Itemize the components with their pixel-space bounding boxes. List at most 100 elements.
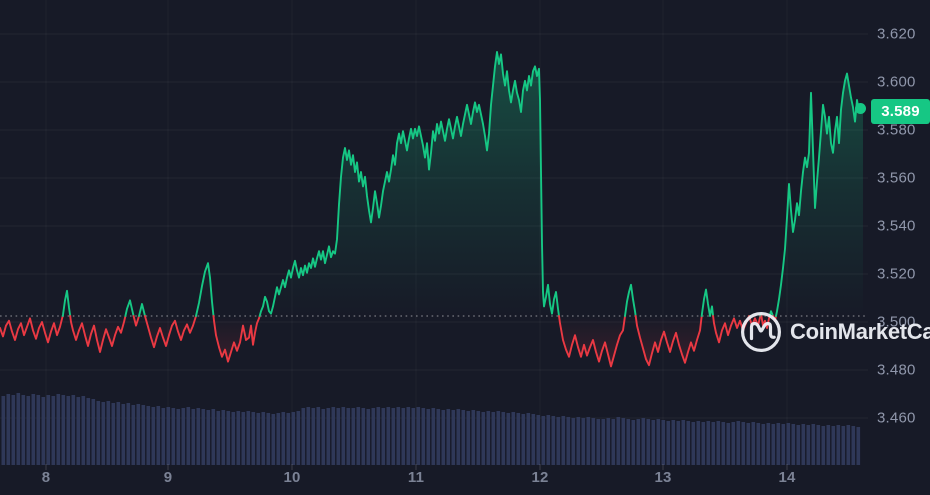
volume-bar xyxy=(251,412,256,465)
volume-bar xyxy=(446,409,451,465)
volume-bar xyxy=(666,421,671,465)
volume-bar xyxy=(821,426,826,465)
volume-bar xyxy=(476,411,481,465)
volume-bar xyxy=(521,414,526,465)
x-axis-label: 11 xyxy=(407,469,425,486)
volume-bar xyxy=(741,422,746,465)
up-area-fill xyxy=(625,284,636,316)
volume-bar xyxy=(546,415,551,465)
x-axis-label: 13 xyxy=(654,469,672,486)
volume-bar xyxy=(576,417,581,465)
price-line-up xyxy=(124,299,135,317)
volume-bar xyxy=(746,423,751,465)
volume-bar xyxy=(696,421,701,465)
volume-bar xyxy=(71,395,76,465)
volume-bar xyxy=(621,418,626,465)
volume-bar xyxy=(11,395,16,465)
volume-bar xyxy=(131,405,136,465)
volume-bar xyxy=(771,424,776,465)
x-axis-label: 14 xyxy=(778,469,796,486)
volume-bar xyxy=(421,408,426,465)
volume-bar xyxy=(456,409,461,465)
volume-bar xyxy=(701,422,706,465)
volume-bar xyxy=(851,426,856,465)
up-area-fill xyxy=(125,300,134,316)
price-line-down xyxy=(144,315,197,349)
price-line-up xyxy=(775,72,864,317)
volume-bar xyxy=(506,413,511,465)
volume-bar xyxy=(641,418,646,465)
volume-bar xyxy=(461,410,466,465)
volume-bar xyxy=(431,408,436,465)
volume-bar xyxy=(606,418,611,465)
price-line-up xyxy=(195,262,215,317)
volume-bar xyxy=(86,398,91,465)
volume-bar xyxy=(661,420,666,465)
volume-bar xyxy=(156,406,161,465)
volume-bar xyxy=(571,418,576,465)
volume-bar xyxy=(6,394,11,465)
volume-bar xyxy=(471,410,476,465)
volume-bar xyxy=(796,425,801,465)
volume-bar xyxy=(656,419,661,465)
volume-bar xyxy=(146,406,151,465)
volume-bar xyxy=(1,396,6,465)
volume-bar xyxy=(481,412,486,465)
price-line-up xyxy=(624,283,637,317)
volume-bar xyxy=(806,425,811,465)
price-line-down xyxy=(212,315,261,363)
volume-bar xyxy=(406,407,411,465)
volume-bar xyxy=(356,407,361,465)
volume-bar xyxy=(36,395,41,465)
volume-bar xyxy=(311,408,316,465)
volume-bar xyxy=(226,411,231,465)
volume-bar xyxy=(676,421,681,465)
volume-bar xyxy=(711,422,716,465)
down-area-fill xyxy=(145,316,196,348)
price-line-up xyxy=(258,51,560,317)
volume-bar xyxy=(691,422,696,465)
volume-bar xyxy=(841,426,846,465)
volume-bar xyxy=(351,408,356,465)
volume-bar xyxy=(781,424,786,465)
y-axis-label: 3.560 xyxy=(877,169,916,187)
volume-bar xyxy=(231,412,236,465)
volume-bar xyxy=(436,409,441,465)
volume-bar xyxy=(116,402,121,465)
volume-bar xyxy=(451,410,456,465)
volume-bar xyxy=(61,395,66,465)
volume-bar xyxy=(636,419,641,465)
x-axis-label: 8 xyxy=(41,469,51,486)
volume-bar xyxy=(121,404,126,465)
volume-bar xyxy=(611,419,616,465)
volume-bar xyxy=(296,411,301,465)
volume-bar xyxy=(191,409,196,465)
volume-bar xyxy=(381,408,386,465)
volume-bar xyxy=(736,421,741,465)
volume-bar xyxy=(411,408,416,465)
volume-bar xyxy=(181,408,186,465)
volume-bar xyxy=(276,413,281,465)
volume-bar xyxy=(786,423,791,465)
volume-bar xyxy=(816,425,821,465)
volume-bar xyxy=(216,411,221,465)
volume-bar xyxy=(706,421,711,465)
volume-bar xyxy=(626,419,631,465)
x-axis-label: 10 xyxy=(283,469,301,486)
y-axis-label: 3.500 xyxy=(877,313,916,331)
volume-bar xyxy=(171,408,176,465)
y-axis-label: 3.600 xyxy=(877,73,916,91)
x-axis-label: 9 xyxy=(163,469,173,486)
up-area-fill xyxy=(776,73,863,316)
volume-bar xyxy=(831,426,836,465)
volume-bar xyxy=(766,423,771,465)
y-axis-label: 3.460 xyxy=(877,409,916,427)
price-line-up xyxy=(138,303,146,317)
price-line-down xyxy=(634,315,703,367)
price-line-down xyxy=(558,315,626,368)
volume-bar xyxy=(51,396,56,465)
volume-bar xyxy=(201,409,206,465)
volume-bar xyxy=(261,412,266,465)
